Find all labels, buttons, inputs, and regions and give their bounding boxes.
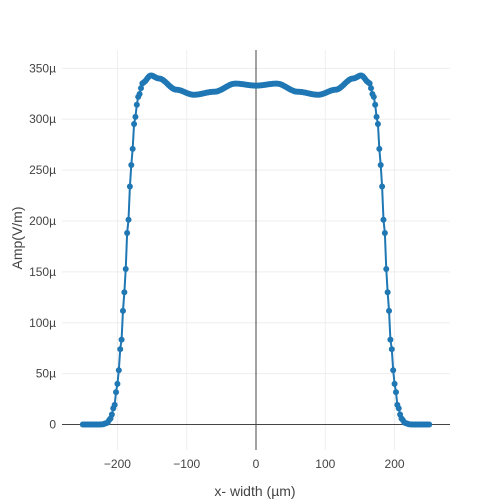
data-point	[132, 113, 139, 120]
data-point	[113, 389, 120, 396]
data-point	[391, 380, 398, 387]
y-tick-label: 0	[49, 418, 56, 432]
y-axis-title: Amp(V/m)	[9, 207, 25, 270]
data-point	[372, 101, 379, 108]
data-point	[111, 401, 118, 408]
data-point	[128, 162, 135, 169]
x-tick-label: 100	[315, 457, 335, 471]
data-point	[131, 120, 138, 127]
data-point	[124, 229, 131, 236]
data-point	[115, 367, 122, 374]
data-point	[384, 289, 391, 296]
data-point	[388, 346, 395, 353]
data-point	[386, 307, 393, 314]
data-point	[390, 367, 397, 374]
zero-lines	[62, 50, 450, 450]
y-tick-label: 250µ	[29, 163, 56, 177]
data-point	[126, 183, 133, 190]
data-point	[426, 421, 433, 428]
y-tick-label: 150µ	[29, 265, 56, 279]
data-point	[379, 183, 386, 190]
x-tick-label: 0	[253, 457, 260, 471]
y-tick-label: 300µ	[29, 112, 56, 126]
data-point	[383, 265, 390, 272]
data-point	[366, 80, 373, 87]
data-point	[387, 336, 394, 343]
data-point	[121, 289, 128, 296]
data-point	[108, 411, 115, 418]
y-tick-labels: 0 50µ 100µ 150µ 200µ 250µ 300µ 350µ	[29, 61, 56, 431]
data-point	[392, 389, 399, 396]
data-point	[119, 307, 126, 314]
y-tick-label: 350µ	[29, 61, 56, 75]
data-point	[376, 145, 383, 152]
data-point	[380, 216, 387, 223]
data-point	[370, 93, 377, 100]
x-tick-labels: −200 −100 0 100 200	[104, 457, 405, 471]
data-point	[381, 229, 388, 236]
x-tick-label: 200	[385, 457, 405, 471]
data-point	[373, 113, 380, 120]
data-point	[136, 90, 143, 97]
x-axis-title: x- width (µm)	[214, 483, 295, 499]
x-tick-label: −100	[173, 457, 200, 471]
data-point	[368, 85, 375, 92]
data-point	[133, 101, 140, 108]
data-point	[137, 85, 144, 92]
y-tick-label: 100µ	[29, 316, 56, 330]
data-point	[129, 145, 136, 152]
y-tick-label: 50µ	[36, 367, 56, 381]
data-point	[125, 216, 132, 223]
y-tick-label: 200µ	[29, 214, 56, 228]
data-point	[114, 380, 121, 387]
data-point	[395, 405, 402, 412]
data-point	[118, 336, 125, 343]
data-point	[377, 162, 384, 169]
data-point	[117, 346, 124, 353]
data-point	[122, 265, 129, 272]
data-point	[374, 120, 381, 127]
series	[79, 72, 433, 428]
x-tick-label: −200	[104, 457, 131, 471]
